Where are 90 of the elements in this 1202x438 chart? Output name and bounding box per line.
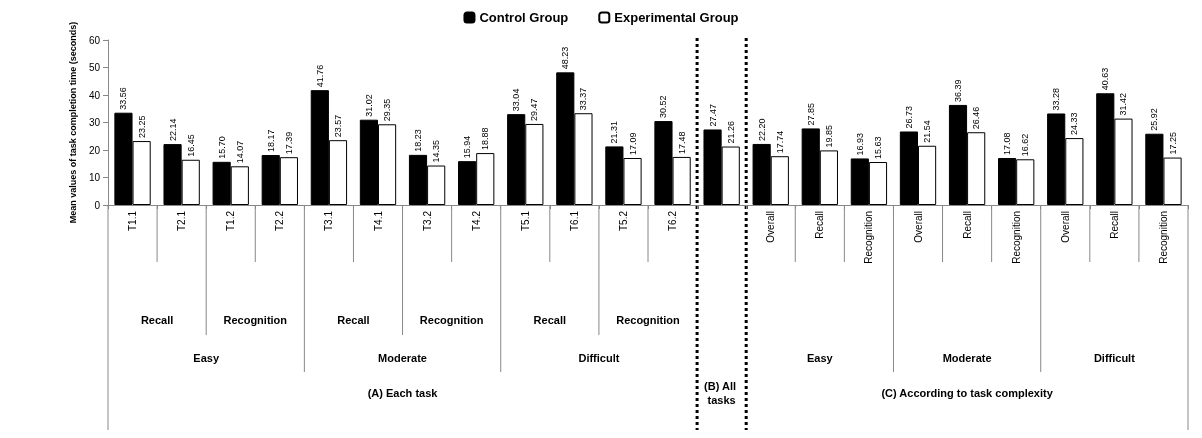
data-label: 33.04 — [511, 88, 522, 112]
x-tick-label: Recall — [1108, 211, 1120, 239]
text: (B) All tasks — [704, 380, 740, 406]
x-tick-label: T5.1 — [519, 210, 531, 232]
legend-label: Experimental Group — [614, 10, 739, 25]
data-label: 26.46 — [971, 106, 982, 130]
x-tick-label: T1.1 — [127, 210, 139, 232]
text: Recognition — [223, 314, 288, 326]
y-tick-label: 10 — [88, 172, 101, 183]
text: Easy — [806, 352, 834, 364]
data-label: 16.93 — [854, 132, 865, 156]
x-tick-label: T5.2 — [617, 210, 629, 232]
data-label: 17.74 — [774, 130, 785, 154]
x-tick-label: Recall — [961, 211, 973, 239]
x-tick-label: T4.2 — [470, 210, 482, 232]
text: Recall — [337, 314, 370, 326]
data-label: 17.09 — [627, 132, 638, 155]
data-label: 18.23 — [413, 129, 424, 152]
data-label: 15.70 — [216, 136, 227, 159]
text: Difficult — [1093, 352, 1136, 364]
data-label: 26.73 — [903, 105, 914, 129]
data-label: 25.92 — [1149, 108, 1160, 131]
data-label: 17.39 — [283, 131, 294, 155]
x-tick-label: T3.2 — [421, 210, 433, 232]
data-label: 29.35 — [382, 98, 393, 122]
x-tick-label: T4.1 — [372, 210, 384, 232]
data-label: 19.85 — [823, 124, 834, 148]
data-label: 22.14 — [167, 118, 178, 142]
text: Recall — [533, 314, 567, 326]
data-label: 17.08 — [1002, 132, 1013, 156]
text: (C) According to task complexity — [881, 387, 1054, 399]
x-tick-label: T3.1 — [323, 210, 335, 232]
text: Recognition — [419, 314, 484, 326]
data-label: 22.20 — [756, 118, 767, 141]
x-tick-label: T6.1 — [568, 210, 580, 232]
data-label: 33.56 — [118, 87, 129, 110]
data-label: 14.07 — [234, 140, 245, 164]
data-label: 17.48 — [676, 131, 687, 154]
y-tick-label: 0 — [94, 199, 101, 211]
data-label: 18.88 — [480, 127, 491, 151]
data-label: 48.23 — [560, 46, 571, 70]
y-tick-label: 20 — [88, 144, 101, 156]
data-label: 30.52 — [658, 95, 669, 119]
y-tick-label: 50 — [88, 62, 101, 73]
data-label: 27.47 — [707, 103, 718, 127]
x-tick-label: Overall — [765, 211, 777, 243]
x-tick-label: Overall — [1059, 211, 1071, 243]
data-label: 33.28 — [1051, 87, 1062, 111]
data-label: 27.85 — [805, 102, 816, 126]
data-label: 36.39 — [953, 79, 964, 102]
data-label: 23.57 — [332, 114, 343, 138]
data-label: 15.63 — [872, 136, 883, 160]
data-label: 40.63 — [1100, 67, 1111, 91]
data-label: 31.02 — [363, 94, 374, 117]
data-label: 18.17 — [265, 129, 276, 153]
x-tick-label: T2.1 — [176, 210, 188, 232]
data-label: 21.54 — [922, 120, 933, 143]
data-label: 21.31 — [609, 120, 620, 144]
data-label: 24.33 — [1069, 112, 1080, 136]
text: Moderate — [378, 352, 427, 364]
x-tick-label: Recognition — [863, 211, 875, 264]
data-label: 31.42 — [1118, 93, 1129, 116]
text: Recognition — [616, 314, 681, 326]
text: (A) Each task — [367, 387, 439, 399]
x-tick-label: Recall — [814, 211, 826, 239]
y-tick-label: 60 — [88, 34, 101, 46]
text: Moderate — [942, 352, 992, 364]
data-label: 33.37 — [578, 87, 589, 111]
x-tick-label: T2.2 — [274, 210, 286, 232]
y-tick-label: 40 — [88, 89, 101, 101]
x-tick-label: Overall — [912, 211, 924, 243]
data-label: 16.62 — [1020, 133, 1031, 157]
data-label: 15.94 — [462, 135, 473, 159]
x-tick-label: Recognition — [1010, 211, 1022, 264]
text: Easy — [193, 352, 220, 364]
text: Difficult — [578, 352, 620, 364]
y-tick-label: 30 — [88, 117, 101, 128]
text: Recall — [140, 314, 174, 326]
x-tick-label: T6.2 — [667, 210, 679, 232]
data-label: 41.76 — [314, 64, 325, 88]
data-label: 21.26 — [725, 121, 736, 144]
data-label: 23.25 — [136, 115, 147, 139]
x-tick-label: Recognition — [1157, 211, 1169, 264]
data-label: 14.35 — [431, 140, 442, 163]
data-label: 17.25 — [1167, 132, 1178, 155]
data-label: 16.45 — [185, 134, 196, 157]
data-label: 29.47 — [529, 98, 540, 121]
legend-label: Control Group — [479, 10, 569, 25]
x-tick-label: T1.2 — [225, 210, 237, 232]
y-axis-title: Mean values of task completion time (seconds) — [68, 21, 79, 224]
